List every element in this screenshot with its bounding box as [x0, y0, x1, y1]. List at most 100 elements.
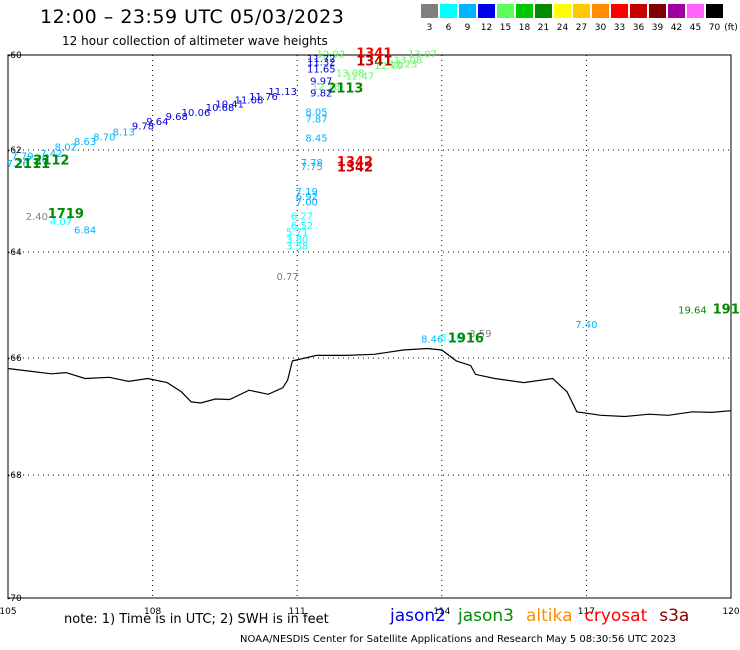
pass-time-label: 2111 [14, 157, 50, 172]
scale-swatch [573, 4, 590, 18]
scale-swatch [516, 4, 533, 18]
wave-height-label: 12.92 [317, 49, 346, 60]
scale-swatch [687, 4, 704, 18]
scale-label: 24 [556, 23, 569, 33]
scale-swatch [478, 4, 495, 18]
lat-tick-label: -62 [7, 146, 22, 156]
wave-height-label: 7.78 [301, 158, 323, 169]
wave-height-label: 3.80 [286, 235, 308, 246]
scale-label: 42 [670, 23, 683, 33]
lon-tick-label: 117 [578, 607, 595, 617]
wave-height-label: 9.78 [132, 122, 154, 133]
wave-height-label: 8.63 [74, 137, 96, 148]
lat-tick-label: -70 [7, 594, 22, 604]
scale-swatch [440, 4, 457, 18]
credit-line: NOAA/NESDIS Center for Satellite Applica… [240, 634, 676, 645]
lon-tick-label: 108 [144, 607, 161, 617]
scale-swatch [421, 4, 438, 18]
wave-height-label: 2.40 [26, 212, 48, 223]
footnote: note: 1) Time is in UTC; 2) SWH is in fe… [64, 612, 329, 627]
wave-height-label: 7.46 [26, 155, 48, 166]
scale-label: 36 [632, 23, 645, 33]
wave-height-label: 3.58 [286, 242, 308, 253]
wave-height-label: 11.76 [249, 92, 278, 103]
wave-height-label: 7.42 [40, 149, 62, 160]
lat-tick-label: -60 [7, 51, 22, 61]
scale-label: 39 [651, 23, 664, 33]
pass-time-label: 1342 [337, 155, 373, 170]
scale-swatch [668, 4, 685, 18]
lon-tick-label: 111 [289, 607, 306, 617]
satellite-legend: jason2 jason3 altika cryosat s3a [390, 606, 701, 626]
scale-swatch [611, 4, 628, 18]
wave-height-label: 3.16 [440, 333, 462, 344]
wave-height-label: 12.23 [389, 59, 418, 70]
wave-height-label: 6.84 [74, 226, 96, 237]
scale-label: 21 [537, 23, 550, 33]
scale-unit: (ft) [724, 23, 738, 33]
wave-height-label: 12.47 [346, 72, 375, 83]
page-subtitle: 12 hour collection of altimeter wave hei… [62, 34, 328, 48]
wave-height-label: 7.75 [301, 162, 323, 173]
scale-label: 15 [499, 23, 512, 33]
wave-height-label: 13.08 [336, 68, 365, 79]
wave-height-label: 6.27 [291, 211, 313, 222]
satellite-legend-item: cryosat [584, 606, 648, 626]
pass-time-label: 2113 [327, 82, 363, 97]
wave-height-label: 8.02 [55, 143, 77, 154]
scale-swatch [649, 4, 666, 18]
lat-tick-label: -68 [7, 471, 22, 481]
wave-height-label: 11.72 [307, 54, 336, 65]
lon-tick-label: 105 [0, 607, 17, 617]
wave-height-label: 6.52 [291, 221, 313, 232]
pass-time-label: 1719 [48, 207, 84, 222]
scale-swatch [630, 4, 647, 18]
map-frame [7, 54, 732, 599]
pass-time-label: 1916 [448, 332, 484, 347]
wave-height-label: 8.45 [305, 134, 327, 145]
scale-label: 45 [689, 23, 702, 33]
scale-swatch [706, 4, 723, 18]
wave-height-label: 7.87 [305, 115, 327, 126]
wave-height-label: 4.07 [50, 217, 72, 228]
scale-swatch [554, 4, 571, 18]
wave-height-label: 9.64 [146, 117, 168, 128]
lon-tick-label: 114 [433, 607, 450, 617]
wave-height-label: 11.08 [235, 96, 264, 107]
scale-label: 9 [464, 23, 471, 33]
scale-label: 6 [445, 23, 452, 33]
wave-height-label: 0.77 [276, 272, 298, 283]
wave-height-label: 11.32 [307, 57, 336, 68]
pass-time-label: 1342 [337, 160, 373, 175]
wave-height-label: 7.79 [11, 152, 33, 163]
scale-swatch [592, 4, 609, 18]
wave-height-label: 8.13 [113, 127, 135, 138]
scale-swatch [535, 4, 552, 18]
lon-tick-label: 120 [722, 607, 739, 617]
wave-height-label: 12.18 [312, 82, 341, 93]
scale-label: 30 [594, 23, 607, 33]
wave-height-label: 8.70 [93, 133, 115, 144]
wave-height-label: 8.05 [305, 107, 327, 118]
lat-tick-label: -64 [7, 248, 22, 258]
satellite-legend-item: jason2 [390, 606, 446, 626]
scale-label: 18 [518, 23, 531, 33]
coastline [7, 347, 732, 418]
wave-height-label: 12.79 [374, 61, 403, 72]
wave-height-label: 7.00 [296, 198, 318, 209]
wave-height-label: 10.06 [182, 108, 211, 119]
wave-height-label: 8.46 [421, 335, 443, 346]
satellite-legend-item: s3a [659, 606, 690, 626]
wave-height-label: 9.82 [310, 88, 332, 99]
wave-height-label: 6.92 [296, 192, 318, 203]
pass-time-label: 2112 [33, 153, 69, 168]
pass-time-label: 1341 [356, 54, 392, 69]
scale-swatch [459, 4, 476, 18]
wave-height-label: 9.68 [166, 112, 188, 123]
scale-label: 70 [708, 23, 721, 33]
wave-height-label: 11.13 [268, 87, 297, 98]
wave-height-label: 13.07 [408, 49, 437, 60]
scale-label: 33 [613, 23, 626, 33]
satellite-legend-item: altika [526, 606, 573, 626]
